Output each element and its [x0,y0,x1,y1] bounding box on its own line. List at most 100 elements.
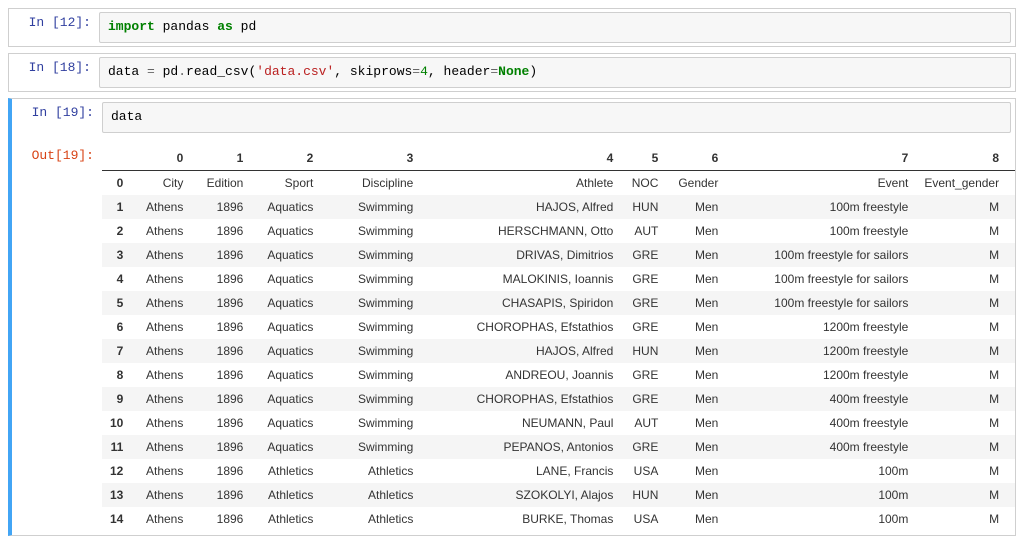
table-cell: Swimming [321,387,421,411]
table-row: 6Athens1896AquaticsSwimmingCHOROPHAS, Ef… [102,315,1015,339]
table-cell: GRE [621,291,666,315]
dataframe-corner [102,146,131,171]
table-cell: Swimming [321,435,421,459]
table-cell: Gold [1007,507,1015,531]
table-cell: Men [666,315,726,339]
table-cell: Aquatics [251,219,321,243]
table-cell: Gender [666,170,726,195]
table-cell: 1896 [191,435,251,459]
table-cell: 100m freestyle for sailors [726,267,916,291]
table-cell: 1896 [191,219,251,243]
table-cell: HUN [621,195,666,219]
table-cell: Swimming [321,411,421,435]
table-cell: Gold [1007,195,1015,219]
row-index: 12 [102,459,131,483]
column-header: 2 [251,146,321,171]
table-cell: Aquatics [251,387,321,411]
table-cell: Edition [191,170,251,195]
column-header: 9 [1007,146,1015,171]
table-cell: HUN [621,339,666,363]
table-cell: Silver [1007,363,1015,387]
in-prompt: In [12]: [9,9,99,38]
code-cell-3[interactable]: In [19]: data Out[19]: 0123456789 0CityE… [8,98,1016,536]
table-cell: GRE [621,363,666,387]
table-cell: Medal [1007,170,1015,195]
code-input[interactable]: data [102,102,1011,133]
table-cell: Aquatics [251,291,321,315]
table-cell: 400m freestyle [726,387,916,411]
dataframe-table: 0123456789 0CityEditionSportDisciplineAt… [102,146,1015,531]
table-cell: Athletics [321,459,421,483]
row-index: 8 [102,363,131,387]
table-row: 4Athens1896AquaticsSwimmingMALOKINIS, Io… [102,267,1015,291]
column-header: 7 [726,146,916,171]
table-cell: Aquatics [251,243,321,267]
table-cell: HUN [621,483,666,507]
code-cell-2[interactable]: In [18]: data = pd.read_csv('data.csv', … [8,53,1016,92]
row-index: 7 [102,339,131,363]
table-cell: 1896 [191,483,251,507]
code-input[interactable]: data = pd.read_csv('data.csv', skiprows=… [99,57,1011,88]
column-header: 1 [191,146,251,171]
table-cell: Athlete [421,170,621,195]
table-cell: Aquatics [251,339,321,363]
table-cell: HAJOS, Alfred [421,195,621,219]
table-row: 12Athens1896AthleticsAthleticsLANE, Fran… [102,459,1015,483]
table-cell: Swimming [321,291,421,315]
row-index: 9 [102,387,131,411]
table-cell: Athens [131,507,191,531]
table-cell: Gold [1007,339,1015,363]
table-cell: Men [666,435,726,459]
table-cell: 1896 [191,315,251,339]
table-cell: Bronze [1007,387,1015,411]
table-cell: Athens [131,435,191,459]
table-cell: M [916,459,1007,483]
row-index: 11 [102,435,131,459]
table-cell: Men [666,291,726,315]
in-prompt: In [19]: [12,99,102,128]
table-cell: CHOROPHAS, Efstathios [421,315,621,339]
table-cell: ANDREOU, Joannis [421,363,621,387]
table-cell: Swimming [321,315,421,339]
table-cell: 100m freestyle for sailors [726,243,916,267]
table-cell: M [916,267,1007,291]
table-cell: Gold [1007,267,1015,291]
column-header: 0 [131,146,191,171]
table-cell: Men [666,219,726,243]
table-row: 2Athens1896AquaticsSwimmingHERSCHMANN, O… [102,219,1015,243]
table-cell: Men [666,483,726,507]
table-cell: Athletics [251,507,321,531]
table-cell: Swimming [321,339,421,363]
table-cell: 1200m freestyle [726,315,916,339]
table-cell: Silver [1007,219,1015,243]
table-cell: Silver [1007,291,1015,315]
table-cell: Men [666,267,726,291]
table-row: 14Athens1896AthleticsAthleticsBURKE, Tho… [102,507,1015,531]
table-row: 7Athens1896AquaticsSwimmingHAJOS, Alfred… [102,339,1015,363]
table-cell: Aquatics [251,195,321,219]
column-header: 3 [321,146,421,171]
table-cell: GRE [621,387,666,411]
table-cell: 100m [726,507,916,531]
table-cell: M [916,291,1007,315]
table-cell: City [131,170,191,195]
table-cell: NEUMANN, Paul [421,411,621,435]
table-row: 10Athens1896AquaticsSwimmingNEUMANN, Pau… [102,411,1015,435]
table-cell: Athens [131,411,191,435]
code-input[interactable]: import pandas as pd [99,12,1011,43]
output-area: 0123456789 0CityEditionSportDisciplineAt… [102,142,1015,535]
table-cell: 100m [726,459,916,483]
table-cell: AUT [621,219,666,243]
table-cell: Men [666,411,726,435]
table-cell: Men [666,507,726,531]
table-cell: M [916,363,1007,387]
table-cell: Athens [131,243,191,267]
table-cell: DRIVAS, Dimitrios [421,243,621,267]
table-cell: M [916,219,1007,243]
table-cell: Swimming [321,195,421,219]
table-cell: Men [666,339,726,363]
table-cell: CHASAPIS, Spiridon [421,291,621,315]
table-cell: 100m freestyle [726,219,916,243]
code-cell-1[interactable]: In [12]: import pandas as pd [8,8,1016,47]
table-cell: AUT [621,411,666,435]
